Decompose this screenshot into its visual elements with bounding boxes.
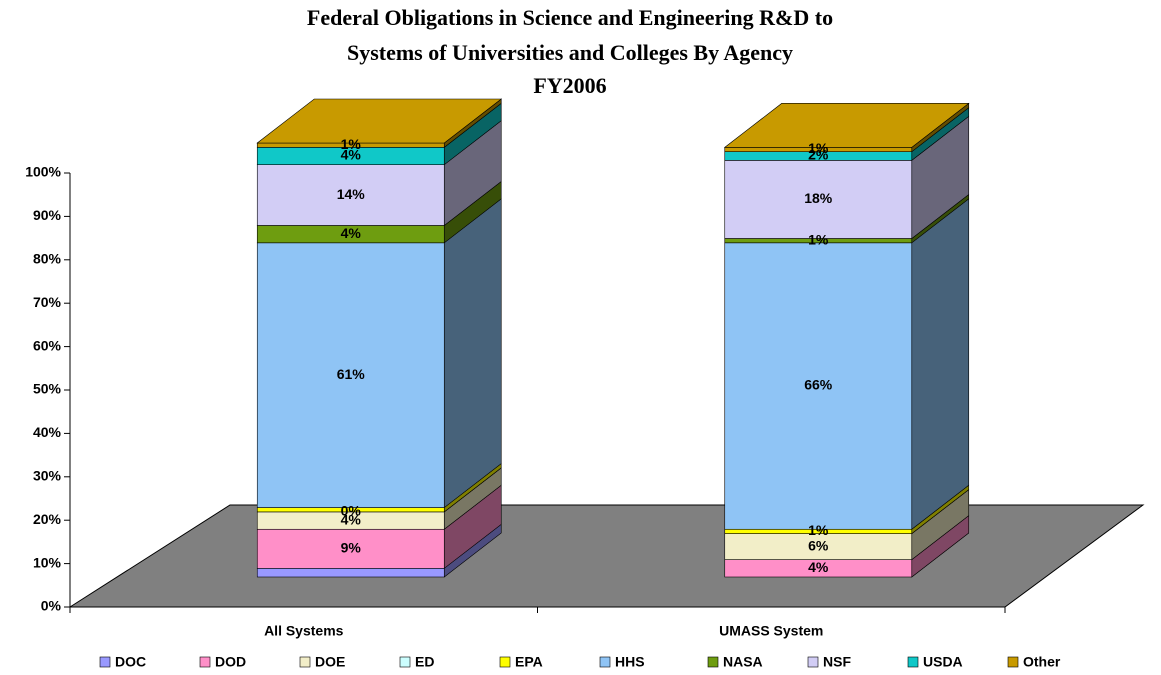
bar-side-shade xyxy=(911,485,969,534)
legend-label: NSF xyxy=(823,654,851,670)
bar-segment xyxy=(256,568,445,578)
legend-label: ED xyxy=(415,654,434,670)
bar-top xyxy=(256,98,503,144)
bar-side-shade xyxy=(444,198,502,508)
bar-side-shade xyxy=(911,515,969,577)
floor xyxy=(68,504,1145,608)
data-label: 6% xyxy=(808,537,829,553)
legend-label: USDA xyxy=(923,654,963,670)
bar-side-shade xyxy=(911,489,969,560)
legend-swatch xyxy=(1007,656,1019,668)
bar-side-shade xyxy=(911,103,969,152)
chart-title: Federal Obligations in Science and Engin… xyxy=(307,5,833,30)
legend-label: Other xyxy=(1023,654,1061,670)
bar-side-shade xyxy=(444,103,502,165)
bar-side-shade xyxy=(444,485,502,569)
y-tick-label: 0% xyxy=(41,598,62,614)
bar-side-shade xyxy=(444,467,502,530)
y-tick-label: 60% xyxy=(33,337,62,353)
bar-segment xyxy=(256,242,445,508)
legend-swatch xyxy=(707,656,719,668)
chart-title: FY2006 xyxy=(533,73,606,98)
x-tick-label: All Systems xyxy=(264,623,344,639)
bar-side-shade xyxy=(444,99,502,148)
bar-side-shade xyxy=(444,463,502,512)
data-label: 1% xyxy=(808,231,829,247)
legend-label: EPA xyxy=(515,654,543,670)
data-label: 4% xyxy=(808,559,829,575)
y-tick-label: 40% xyxy=(33,424,62,440)
legend-label: NASA xyxy=(723,654,763,670)
bar-segment xyxy=(256,164,445,226)
bar-side-shade xyxy=(911,198,969,530)
legend-label: DOE xyxy=(315,654,345,670)
data-label: 1% xyxy=(341,136,362,152)
legend-swatch xyxy=(299,656,311,668)
legend-label: DOC xyxy=(115,654,146,670)
x-tick-label: UMASS System xyxy=(719,623,823,639)
legend-swatch xyxy=(199,656,211,668)
y-tick-label: 50% xyxy=(33,381,62,397)
data-label: 66% xyxy=(804,377,833,393)
y-tick-label: 10% xyxy=(33,554,62,570)
bar-side-shade xyxy=(444,181,502,243)
y-tick-label: 80% xyxy=(33,251,62,267)
bar-segment xyxy=(724,242,913,530)
bar-top xyxy=(723,103,970,148)
legend-swatch xyxy=(499,656,511,668)
y-tick-label: 90% xyxy=(33,207,62,223)
legend-swatch xyxy=(807,656,819,668)
y-tick-label: 30% xyxy=(33,468,62,484)
legend-swatch xyxy=(599,656,611,668)
bar-side-shade xyxy=(444,524,502,577)
data-label: 1% xyxy=(808,522,829,538)
legend-swatch xyxy=(99,656,111,668)
data-label: 1% xyxy=(808,140,829,156)
data-label: 2% xyxy=(808,147,829,163)
y-tick-label: 20% xyxy=(33,511,62,527)
data-label: 4% xyxy=(341,225,362,241)
bar-segment xyxy=(724,533,913,560)
legend-swatch xyxy=(907,656,919,668)
data-label: 4% xyxy=(341,511,362,527)
bar-segment xyxy=(256,528,445,569)
bar-side-shade xyxy=(911,107,969,161)
chart-title: Systems of Universities and Colleges By … xyxy=(347,40,793,65)
bar-segment xyxy=(724,160,913,239)
legend-label: HHS xyxy=(615,654,645,670)
data-label: 14% xyxy=(337,186,366,202)
data-label: 0% xyxy=(341,503,362,519)
bar-side-shade xyxy=(444,120,502,226)
bar-side-shade xyxy=(911,194,969,243)
data-label: 4% xyxy=(341,147,362,163)
legend-swatch xyxy=(399,656,411,668)
bar-side-shade xyxy=(911,116,969,239)
data-label: 18% xyxy=(804,190,833,206)
y-tick-label: 70% xyxy=(33,294,62,310)
legend-label: DOD xyxy=(215,654,246,670)
data-label: 61% xyxy=(337,366,366,382)
y-tick-label: 100% xyxy=(25,164,61,180)
data-label: 9% xyxy=(341,539,362,555)
